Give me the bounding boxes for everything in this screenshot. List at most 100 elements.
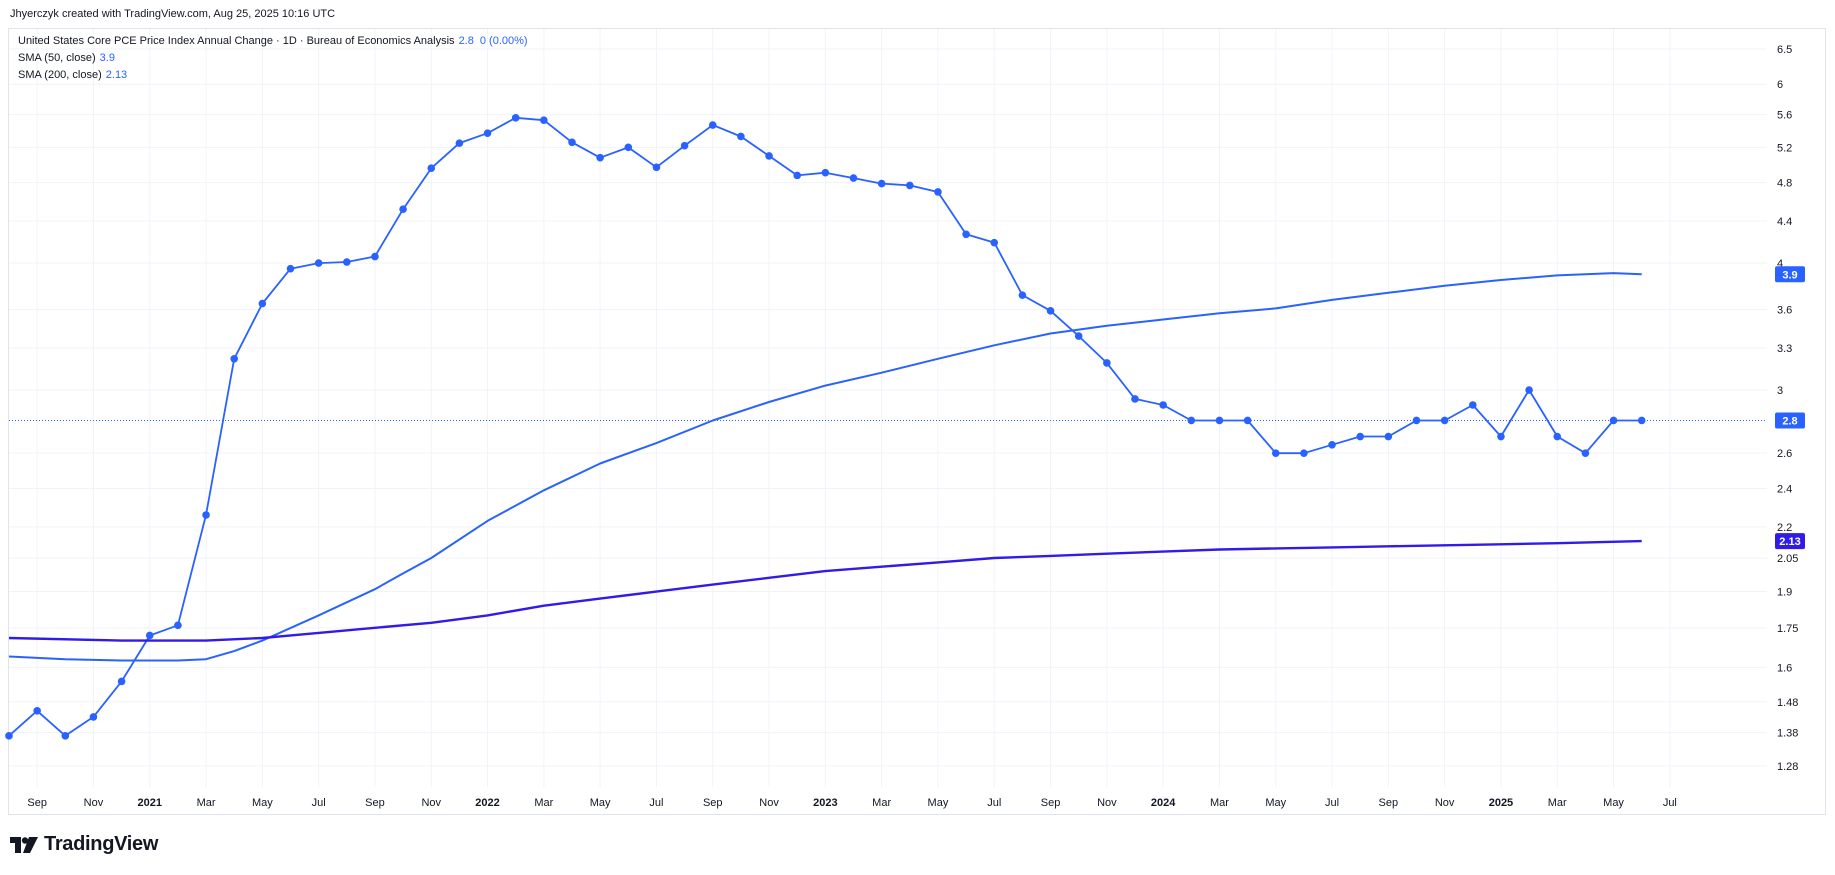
- data-point: [1637, 416, 1646, 425]
- y-tick-label: 2.6: [1777, 448, 1792, 460]
- data-point: [1469, 401, 1477, 409]
- data-point: [371, 252, 379, 261]
- data-point: [511, 114, 520, 122]
- data-point: [5, 732, 13, 740]
- x-tick-label: Sep: [365, 797, 385, 809]
- chart-frame: [8, 28, 1826, 815]
- data-point: [174, 621, 182, 630]
- data-point: [314, 259, 323, 267]
- legend-sma50-label: SMA (50, close): [18, 52, 96, 64]
- legend-main-series[interactable]: United States Core PCE Price Index Annua…: [18, 35, 528, 47]
- y-tick-label: 4.8: [1777, 178, 1792, 190]
- x-tick-label: May: [1265, 797, 1286, 809]
- y-tick-label: 1.28: [1777, 761, 1798, 773]
- x-tick-label: May: [590, 797, 611, 809]
- y-tick-label: 1.9: [1777, 587, 1792, 599]
- data-point: [765, 152, 773, 160]
- y-tick-label: 6: [1777, 79, 1783, 91]
- x-tick-label: Mar: [1548, 797, 1567, 809]
- core-pce-value-tag: 2.8: [1775, 412, 1805, 429]
- data-point: [1553, 432, 1562, 441]
- legend-sma200-value: 2.13: [105, 69, 128, 81]
- data-point: [1046, 307, 1055, 315]
- chart-canvas[interactable]: 6.5 6 5.6 5.2 4.8 4.4 4 3.6 3.3 3 2.6 2.4 2.2 2.05 1.9…: [0, 0, 1835, 820]
- data-point: [1440, 416, 1449, 425]
- x-tick-label: Jul: [312, 797, 326, 809]
- x-tick-label: Mar: [872, 797, 891, 809]
- x-tick-label: 2023: [813, 797, 837, 809]
- y-tick-label: 3.6: [1777, 305, 1792, 317]
- data-point: [596, 153, 604, 162]
- sma200-value-tag: 2.13: [1775, 533, 1805, 550]
- data-point: [906, 181, 914, 190]
- x-tick-label: Sep: [27, 797, 47, 809]
- data-point: [202, 511, 210, 519]
- data-point: [990, 238, 999, 247]
- y-tick-label: 1.6: [1777, 662, 1792, 674]
- data-point: [680, 141, 689, 150]
- x-tick-label: Mar: [534, 797, 553, 809]
- y-tick-label: 5.6: [1777, 110, 1792, 122]
- data-point: [33, 707, 41, 715]
- legend-main-change: 0 (0.00%): [479, 35, 528, 47]
- data-point: [540, 116, 548, 125]
- x-tick-label: 2021: [138, 797, 162, 809]
- data-point: [849, 174, 858, 182]
- data-point: [427, 164, 436, 173]
- data-point: [1356, 432, 1364, 441]
- y-tick-label: 5.2: [1777, 142, 1792, 154]
- data-point: [230, 355, 238, 363]
- x-tick-label: Mar: [197, 797, 216, 809]
- data-point: [145, 631, 154, 640]
- sma200-value-tag-bg: [1775, 533, 1805, 550]
- x-tick-label: Jul: [649, 797, 663, 809]
- data-point: [877, 179, 886, 188]
- legend-sma200[interactable]: SMA (200, close) 2.13: [18, 69, 127, 81]
- data-point: [1581, 449, 1590, 457]
- data-point: [624, 143, 633, 152]
- data-point: [1074, 332, 1083, 340]
- data-point: [652, 163, 661, 172]
- grid-layer: [9, 29, 1767, 787]
- x-tick-label: Sep: [1379, 797, 1399, 809]
- data-point: [399, 205, 407, 213]
- data-point: [1215, 416, 1224, 425]
- x-tick-label: May: [252, 797, 273, 809]
- sma50-value-tag-text: 3.9: [1782, 269, 1797, 281]
- legend-main-value: 2.8: [458, 35, 474, 47]
- y-tick-label: 4.4: [1777, 216, 1792, 228]
- x-tick-label: Sep: [703, 797, 723, 809]
- legend-sma50-value: 3.9: [99, 52, 115, 64]
- legend-sma50[interactable]: SMA (50, close) 3.9: [18, 52, 115, 64]
- data-point: [117, 677, 126, 686]
- tradingview-logo[interactable]: TradingView: [10, 833, 158, 856]
- x-tick-label: Mar: [1210, 797, 1229, 809]
- data-point: [708, 121, 717, 129]
- sma50-value-tag-bg: [1775, 266, 1805, 283]
- data-point: [455, 139, 464, 147]
- data-point: [821, 168, 830, 177]
- data-point: [1131, 395, 1139, 403]
- sma200-value-tag-text: 2.13: [1779, 536, 1800, 548]
- tradingview-logo-icon: [10, 836, 38, 853]
- data-point: [1609, 416, 1618, 425]
- data-point: [962, 230, 970, 239]
- y-tick-label: 2.05: [1777, 553, 1798, 565]
- x-tick-label: Nov: [1435, 797, 1455, 809]
- x-tick-label: Nov: [84, 797, 104, 809]
- data-point: [1328, 440, 1336, 449]
- data-point: [1159, 401, 1167, 409]
- data-point: [568, 138, 576, 147]
- data-point: [1412, 416, 1421, 425]
- y-tick-label: 2.2: [1777, 522, 1792, 534]
- data-point: [1384, 432, 1393, 441]
- sma50-line: [8, 272, 1642, 662]
- y-tick-label: 3: [1777, 385, 1783, 397]
- data-point: [1525, 386, 1533, 394]
- x-tick-label: Jul: [1325, 797, 1339, 809]
- x-tick-label: Sep: [1041, 797, 1061, 809]
- data-point: [793, 171, 801, 180]
- x-tick-label: Nov: [421, 797, 441, 809]
- sma50-value-tag: 3.9: [1775, 266, 1805, 283]
- data-point: [343, 258, 351, 266]
